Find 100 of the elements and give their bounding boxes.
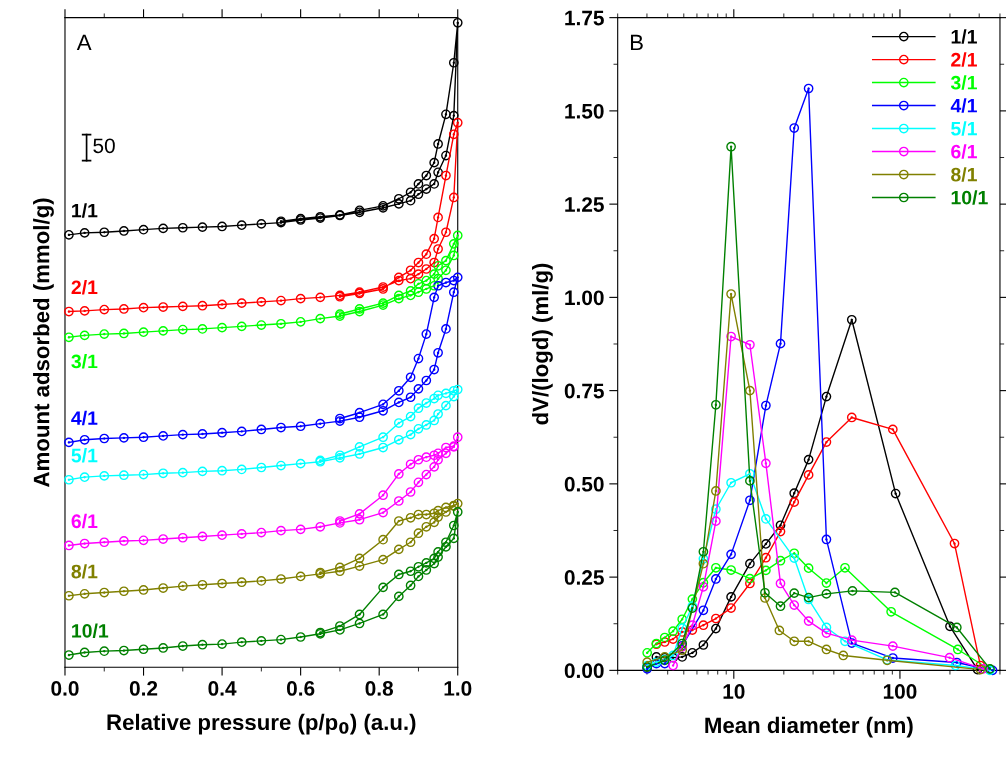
point <box>197 324 208 334</box>
point <box>79 330 90 341</box>
point <box>64 590 74 601</box>
point <box>441 255 451 266</box>
point <box>177 222 188 233</box>
point <box>64 229 74 240</box>
point <box>421 452 432 463</box>
point <box>405 265 416 276</box>
point <box>378 442 388 453</box>
point <box>276 460 286 471</box>
point <box>421 275 432 286</box>
point <box>236 220 247 231</box>
point <box>177 429 188 440</box>
point <box>79 588 90 599</box>
point <box>421 509 432 520</box>
point <box>441 109 451 120</box>
point <box>448 533 459 544</box>
point <box>354 412 365 423</box>
point <box>158 583 169 593</box>
x-axis-title: Relative pressure (p/p$_{0}$) (a.u.) <box>107 713 416 735</box>
point <box>177 641 188 651</box>
legend-label: 8/1 <box>951 167 977 182</box>
point <box>448 287 459 298</box>
point <box>429 393 440 404</box>
point <box>429 450 440 461</box>
point <box>441 388 451 399</box>
point <box>177 324 188 335</box>
point <box>448 192 459 203</box>
annotation: B <box>630 34 643 51</box>
point <box>378 609 388 620</box>
point <box>354 618 365 629</box>
point <box>236 426 247 437</box>
point <box>405 195 416 206</box>
point <box>393 434 404 445</box>
point <box>448 275 459 286</box>
point <box>138 224 149 235</box>
point <box>441 170 451 181</box>
point <box>64 306 74 317</box>
legend-label: 2/1 <box>951 52 977 67</box>
point <box>405 290 416 301</box>
point <box>413 423 424 434</box>
point <box>99 587 110 598</box>
point <box>378 432 388 443</box>
point <box>354 509 365 519</box>
point <box>421 521 432 532</box>
point <box>413 269 424 280</box>
point <box>79 228 90 238</box>
point <box>79 538 90 549</box>
point <box>441 502 451 513</box>
point <box>413 528 424 539</box>
point <box>236 637 247 648</box>
point <box>197 639 208 650</box>
point <box>99 537 110 548</box>
point <box>197 222 208 232</box>
point <box>413 278 424 289</box>
point <box>236 321 247 332</box>
point <box>197 466 208 477</box>
point <box>177 532 188 543</box>
point <box>197 429 208 439</box>
point <box>429 179 440 189</box>
point <box>433 448 443 459</box>
point <box>452 272 463 283</box>
point <box>393 569 404 580</box>
point <box>421 398 432 408</box>
point <box>354 442 365 452</box>
point <box>429 157 440 168</box>
y-tick-label: 0.00 <box>564 663 604 679</box>
x-tick-label: 0.0 <box>51 681 79 696</box>
point <box>64 540 74 551</box>
y-tick-label: 0.75 <box>564 383 604 399</box>
point <box>276 422 286 433</box>
point <box>138 535 149 546</box>
point <box>405 580 416 591</box>
point <box>236 298 247 309</box>
point <box>335 566 345 577</box>
point <box>138 469 149 480</box>
point <box>429 461 440 472</box>
point <box>119 645 129 656</box>
point <box>217 465 227 476</box>
point <box>421 264 432 274</box>
x-tick-label: 0.4 <box>208 681 237 696</box>
point <box>421 249 432 260</box>
point <box>413 477 424 488</box>
point <box>393 469 404 479</box>
point <box>354 609 365 620</box>
point <box>236 577 247 588</box>
point <box>421 170 432 181</box>
point <box>177 301 188 312</box>
point <box>429 553 440 564</box>
x-tick-label: 100 <box>883 684 917 699</box>
point <box>119 328 129 339</box>
point <box>405 372 416 383</box>
point <box>197 579 208 590</box>
point <box>413 571 424 582</box>
x-tick-label: 0.8 <box>365 681 394 696</box>
point <box>405 487 416 497</box>
point <box>378 582 388 593</box>
point <box>378 405 388 416</box>
annotation: A <box>76 34 92 50</box>
point <box>378 554 388 565</box>
